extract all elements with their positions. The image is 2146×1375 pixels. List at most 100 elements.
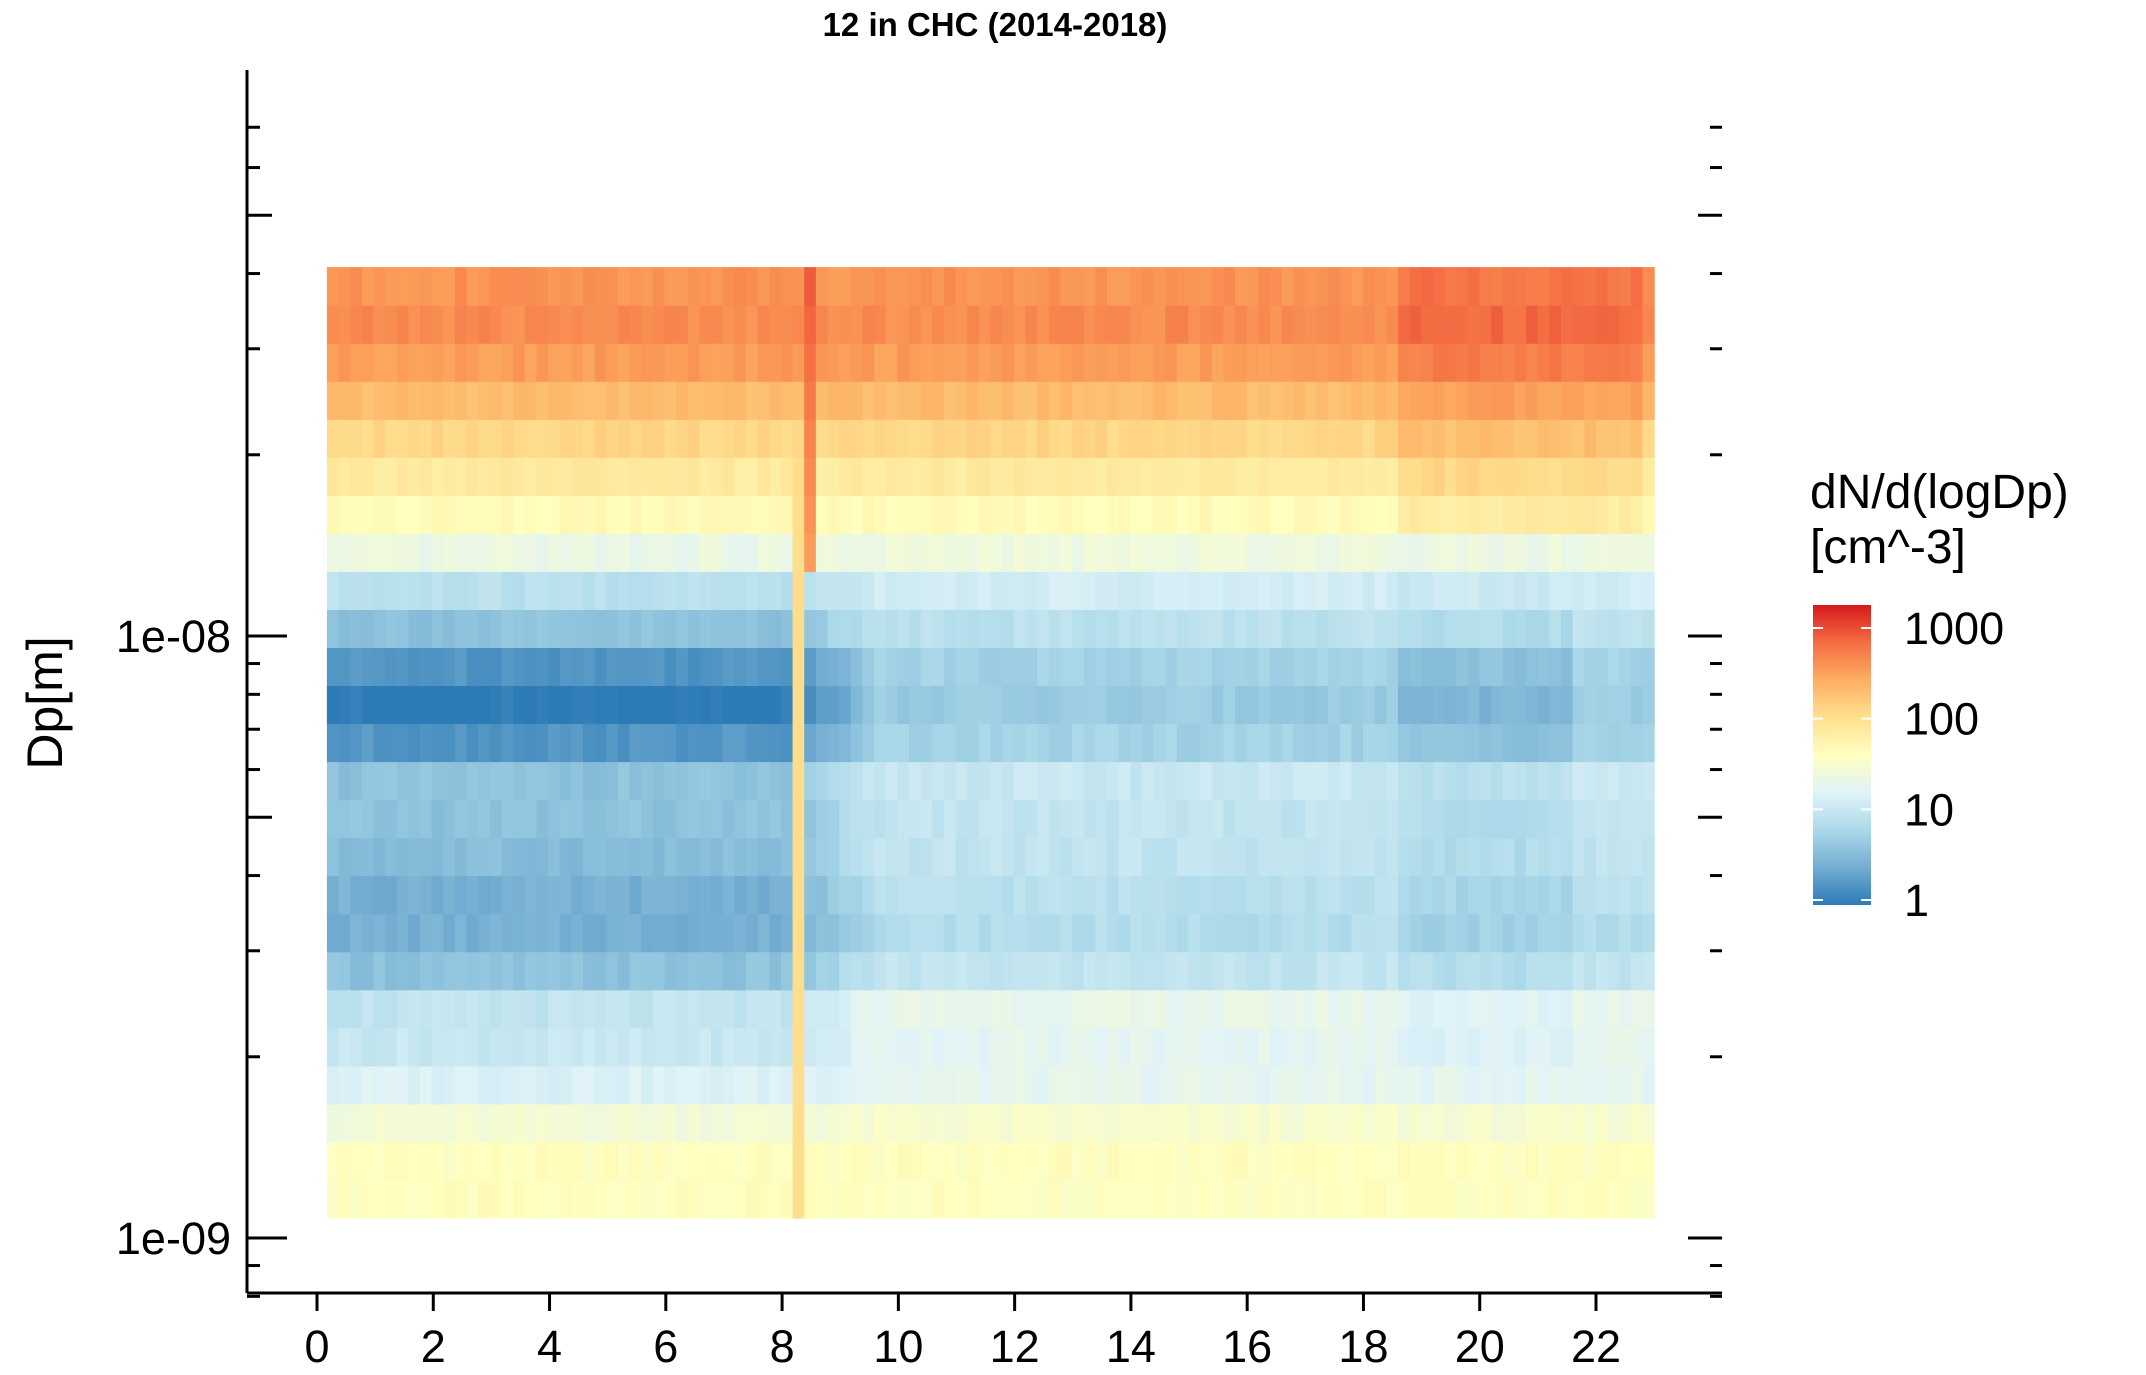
- heatmap-cell: [1281, 419, 1294, 458]
- heatmap-cell: [1386, 305, 1399, 344]
- heatmap-cell: [1363, 875, 1376, 915]
- heatmap-cell: [1269, 951, 1283, 991]
- heatmap-cell: [583, 989, 596, 1029]
- heatmap-cell: [909, 267, 922, 306]
- heatmap-cell: [850, 305, 864, 344]
- heatmap-cell: [583, 1179, 596, 1219]
- heatmap-cell: [629, 837, 642, 877]
- heatmap-cell: [641, 913, 654, 953]
- heatmap-cell: [489, 1179, 503, 1219]
- heatmap-cell: [1165, 571, 1178, 610]
- heatmap-cell: [978, 761, 992, 801]
- heatmap-cell: [478, 381, 491, 420]
- heatmap-cell: [1293, 1027, 1306, 1067]
- heatmap-cell: [1444, 1103, 1457, 1143]
- colorbar-tick-label: 1000: [1904, 603, 2004, 654]
- heatmap-cell: [1479, 685, 1492, 725]
- heatmap-cell: [711, 647, 724, 687]
- heatmap-cell: [734, 533, 747, 572]
- heatmap-cell: [1328, 761, 1341, 801]
- heatmap-cell: [350, 875, 363, 915]
- heatmap-cell: [1200, 381, 1213, 420]
- heatmap-cell: [478, 1179, 491, 1219]
- heatmap-cell: [1188, 1065, 1201, 1105]
- heatmap-cell: [990, 1103, 1003, 1143]
- heatmap-cell: [1421, 761, 1434, 801]
- heatmap-cell: [1351, 1065, 1364, 1105]
- heatmap-cell: [1165, 495, 1178, 534]
- heatmap-cell: [664, 799, 677, 839]
- heatmap-cell: [1444, 989, 1457, 1029]
- heatmap-cell: [548, 533, 561, 572]
- heatmap-cell: [641, 761, 654, 801]
- heatmap-cell: [1153, 343, 1166, 382]
- heatmap-cell: [594, 761, 607, 801]
- heatmap-cell: [1537, 609, 1550, 649]
- heatmap-cell: [862, 457, 875, 496]
- x-tick-label: 14: [1106, 1321, 1156, 1372]
- heatmap-cell: [536, 799, 549, 839]
- heatmap-cell: [1037, 495, 1050, 534]
- heatmap-cell: [350, 761, 363, 801]
- heatmap-cell: [1572, 1065, 1585, 1105]
- heatmap-cell: [1176, 343, 1190, 382]
- heatmap-cell: [1013, 723, 1027, 763]
- heatmap-cell: [1095, 723, 1108, 763]
- heatmap-cell: [489, 457, 503, 496]
- heatmap-cell: [1002, 571, 1015, 610]
- heatmap-cell: [827, 1141, 840, 1181]
- heatmap-cell: [548, 305, 561, 344]
- heatmap-cell: [454, 1103, 468, 1143]
- heatmap-cell: [1072, 799, 1085, 839]
- heatmap-cell: [1316, 989, 1329, 1029]
- heatmap-cell: [606, 343, 619, 382]
- heatmap-cell: [1444, 951, 1457, 991]
- heatmap-cell: [1491, 1103, 1504, 1143]
- heatmap-cell: [466, 419, 479, 458]
- heatmap-cell: [652, 1141, 666, 1181]
- heatmap-cell: [1281, 1103, 1294, 1143]
- heatmap-cell: [1153, 571, 1166, 610]
- heatmap-cell: [1351, 533, 1364, 572]
- heatmap-cell: [431, 685, 444, 725]
- heatmap-cell: [1514, 647, 1527, 687]
- heatmap-cell: [1002, 533, 1015, 572]
- heatmap-cell: [769, 571, 782, 610]
- heatmap-cell: [548, 495, 561, 534]
- heatmap-cell: [1223, 1141, 1236, 1181]
- heatmap-cell: [571, 685, 584, 725]
- heatmap-cell: [1514, 419, 1527, 458]
- heatmap-cell: [338, 647, 351, 687]
- heatmap-cell: [1328, 343, 1341, 382]
- heatmap-cell: [1037, 647, 1050, 687]
- heatmap-cell: [769, 457, 782, 496]
- heatmap-cell: [466, 951, 479, 991]
- heatmap-cell: [466, 1065, 479, 1105]
- heatmap-cell: [571, 1027, 584, 1067]
- heatmap-cell: [699, 1027, 712, 1067]
- heatmap-cell: [408, 837, 421, 877]
- heatmap-cell: [1060, 609, 1073, 649]
- heatmap-cell: [1013, 685, 1027, 725]
- heatmap-cell: [978, 1103, 992, 1143]
- heatmap-cell: [1176, 457, 1190, 496]
- heatmap-cell: [1328, 609, 1341, 649]
- heatmap-cell: [699, 343, 712, 382]
- heatmap-cell: [420, 1027, 433, 1067]
- heatmap-cell: [1328, 1179, 1341, 1219]
- heatmap-cell: [1549, 533, 1562, 572]
- heatmap-cell: [815, 571, 829, 610]
- heatmap-cell: [978, 609, 992, 649]
- heatmap-cell: [1165, 609, 1178, 649]
- heatmap-cell: [1421, 723, 1434, 763]
- heatmap-cell: [1432, 1141, 1446, 1181]
- heatmap-cell: [687, 419, 701, 458]
- heatmap-cell: [1316, 381, 1329, 420]
- heatmap-cell: [955, 685, 968, 725]
- heatmap-cell: [1328, 685, 1341, 725]
- heatmap-cell: [1514, 1103, 1527, 1143]
- heatmap-cell: [1013, 837, 1027, 877]
- heatmap-cell: [350, 951, 363, 991]
- heatmap-cell: [827, 419, 840, 458]
- heatmap-cell: [711, 419, 724, 458]
